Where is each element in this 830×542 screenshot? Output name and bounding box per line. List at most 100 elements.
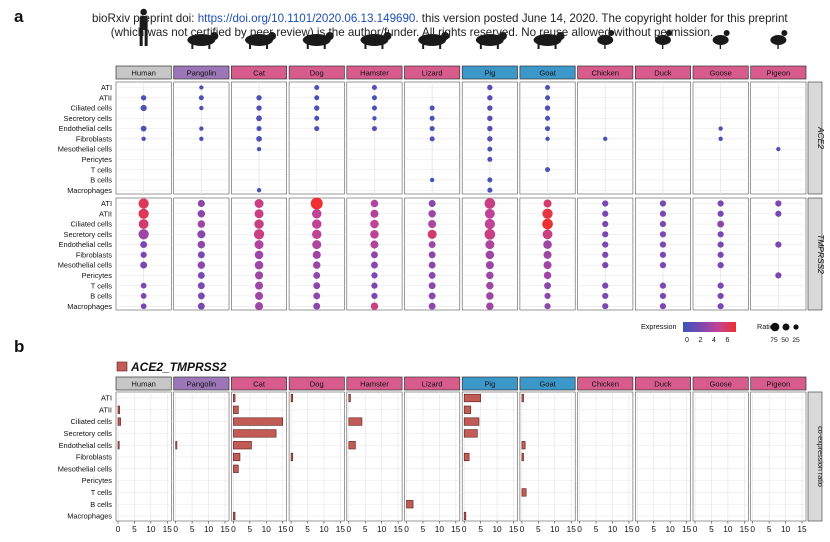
dot-tmprss2-dog — [313, 271, 321, 279]
dot-tmprss2-goose — [717, 303, 724, 310]
human-torso-shape — [139, 16, 148, 30]
x-tick-label: 5 — [132, 524, 137, 534]
bar-hamster-endothelial-cells — [348, 441, 356, 450]
x-tick-label: 5 — [305, 524, 310, 534]
dot-tmprss2-lizard — [428, 271, 436, 279]
bar-panel-frame — [750, 391, 807, 522]
dot-tmprss2-pangolin — [197, 230, 206, 239]
x-tick-label: 15 — [393, 524, 403, 534]
dot-tmprss2-cat — [254, 198, 264, 209]
x-tick-label: 15 — [336, 524, 346, 534]
preprint-prefix: bioRxiv preprint doi: — [92, 12, 198, 25]
dot-tmprss2-hamster — [370, 230, 379, 239]
species-strip-lizard — [404, 65, 461, 80]
bar-species-strip-label: Pigeon — [767, 380, 791, 389]
bar-pig-macrophages — [463, 511, 467, 521]
bird-leg-shape — [719, 44, 722, 49]
dot-tmprss2-cat — [253, 229, 265, 240]
dot-tmprss2-goose — [717, 210, 724, 217]
animal-leg-shape — [479, 43, 482, 49]
dot-tmprss2-pangolin — [197, 302, 205, 310]
dot-ace2-pig — [487, 105, 493, 111]
dot-ace2-pangolin — [199, 85, 204, 90]
dot-tmprss2-pig — [484, 218, 495, 230]
x-tick-label: 10 — [377, 524, 387, 534]
dot-tmprss2-human — [140, 293, 147, 299]
species-strip-label: Pigeon — [767, 69, 791, 78]
bar-panel-frame — [346, 391, 403, 522]
dot-tmprss2-lizard — [428, 251, 436, 259]
dot-ace2-goat — [545, 84, 551, 91]
dot-tmprss2-goose — [717, 262, 724, 269]
legend-ratio-dot — [782, 323, 790, 331]
animal-leg-shape — [306, 43, 309, 49]
dot-tmprss2-dog — [310, 197, 323, 210]
bar-species-strip-label: Chicken — [592, 380, 619, 389]
dot-tmprss2-goose — [717, 231, 724, 238]
animal-head-shape — [441, 32, 450, 40]
dot-tmprss2-cat — [254, 240, 264, 250]
dot-ace2-lizard — [429, 105, 435, 111]
species-strip-pigeon — [750, 65, 807, 80]
animal-leg-shape — [208, 43, 211, 49]
x-tick-label: 10 — [262, 524, 272, 534]
x-tick-label: 10 — [666, 524, 676, 534]
dot-tmprss2-pig — [485, 250, 495, 260]
dot-tmprss2-pangolin — [197, 292, 205, 300]
bar-species-strip-label: Goose — [709, 380, 731, 389]
dot-tmprss2-human — [138, 229, 149, 240]
row-label-tmprss2: T cells — [91, 281, 113, 290]
lizard-icon — [418, 32, 450, 49]
bar-cat-ati — [233, 393, 236, 403]
dot-ace2-dog — [314, 115, 320, 121]
row-label-tmprss2: ATII — [99, 209, 112, 218]
row-label-ace2: ATII — [99, 93, 112, 102]
dot-tmprss2-lizard — [428, 241, 436, 249]
dot-ace2-goose — [718, 136, 723, 142]
gene-facet-label: ACE2 — [816, 126, 826, 149]
bar-panel-frame — [692, 391, 749, 522]
x-tick-label: 5 — [767, 524, 772, 534]
legend-ratio-tick: 25 — [792, 337, 800, 344]
bar-panel-frame — [461, 391, 518, 522]
row-label-ace2: Fibroblasts — [76, 134, 112, 143]
dot-tmprss2-goose — [717, 220, 725, 228]
species-strip-label: Lizard — [422, 69, 443, 78]
animal-head-shape — [325, 32, 334, 40]
dot-tmprss2-human — [138, 198, 149, 209]
legend-expression-tick: 0 — [685, 337, 689, 344]
x-tick-label: 10 — [723, 524, 733, 534]
x-tick-label: 0 — [750, 524, 755, 534]
animal-leg-shape — [364, 43, 367, 49]
dot-tmprss2-duck — [659, 231, 667, 238]
dot-ace2-pig — [487, 95, 493, 101]
dot-tmprss2-pangolin — [197, 220, 206, 228]
dot-ace2-cat — [256, 95, 262, 101]
dot-ace2-cat — [256, 126, 262, 132]
dot-tmprss2-pig — [486, 302, 494, 310]
dot-ace2-cat — [256, 105, 262, 111]
dot-tmprss2-dog — [312, 261, 321, 269]
preprint-line2: (which was not certified by peer review)… — [110, 26, 714, 39]
bar-goat-t-cells — [521, 488, 527, 497]
x-tick-label: 5 — [478, 524, 483, 534]
dot-tmprss2-duck — [659, 200, 667, 207]
dot-ace2-pigeon — [776, 146, 781, 152]
dot-tmprss2-duck — [659, 262, 667, 269]
bar-pig-secretory-cells — [463, 429, 478, 438]
bar-panel-frame — [231, 391, 287, 522]
x-tick-label: 0 — [173, 524, 178, 534]
dot-tmprss2-cat — [254, 219, 264, 229]
dot-tmprss2-dog — [312, 250, 321, 259]
dot-tmprss2-dog — [312, 209, 322, 219]
doi-link[interactable]: https://doi.org/10.1101/2020.06.13.14969… — [197, 12, 416, 25]
dot-tmprss2-pigeon — [775, 200, 782, 207]
animal-leg-shape — [191, 43, 194, 49]
bar-pig-fibroblasts — [463, 452, 470, 462]
dot-tmprss2-hamster — [370, 219, 379, 229]
dot-ace2-dog — [314, 95, 320, 101]
dot-tmprss2-goat — [542, 229, 553, 240]
dot-tmprss2-cat — [255, 302, 264, 311]
legend-bar-swatch — [116, 361, 128, 372]
x-tick-label: 15 — [740, 524, 750, 534]
